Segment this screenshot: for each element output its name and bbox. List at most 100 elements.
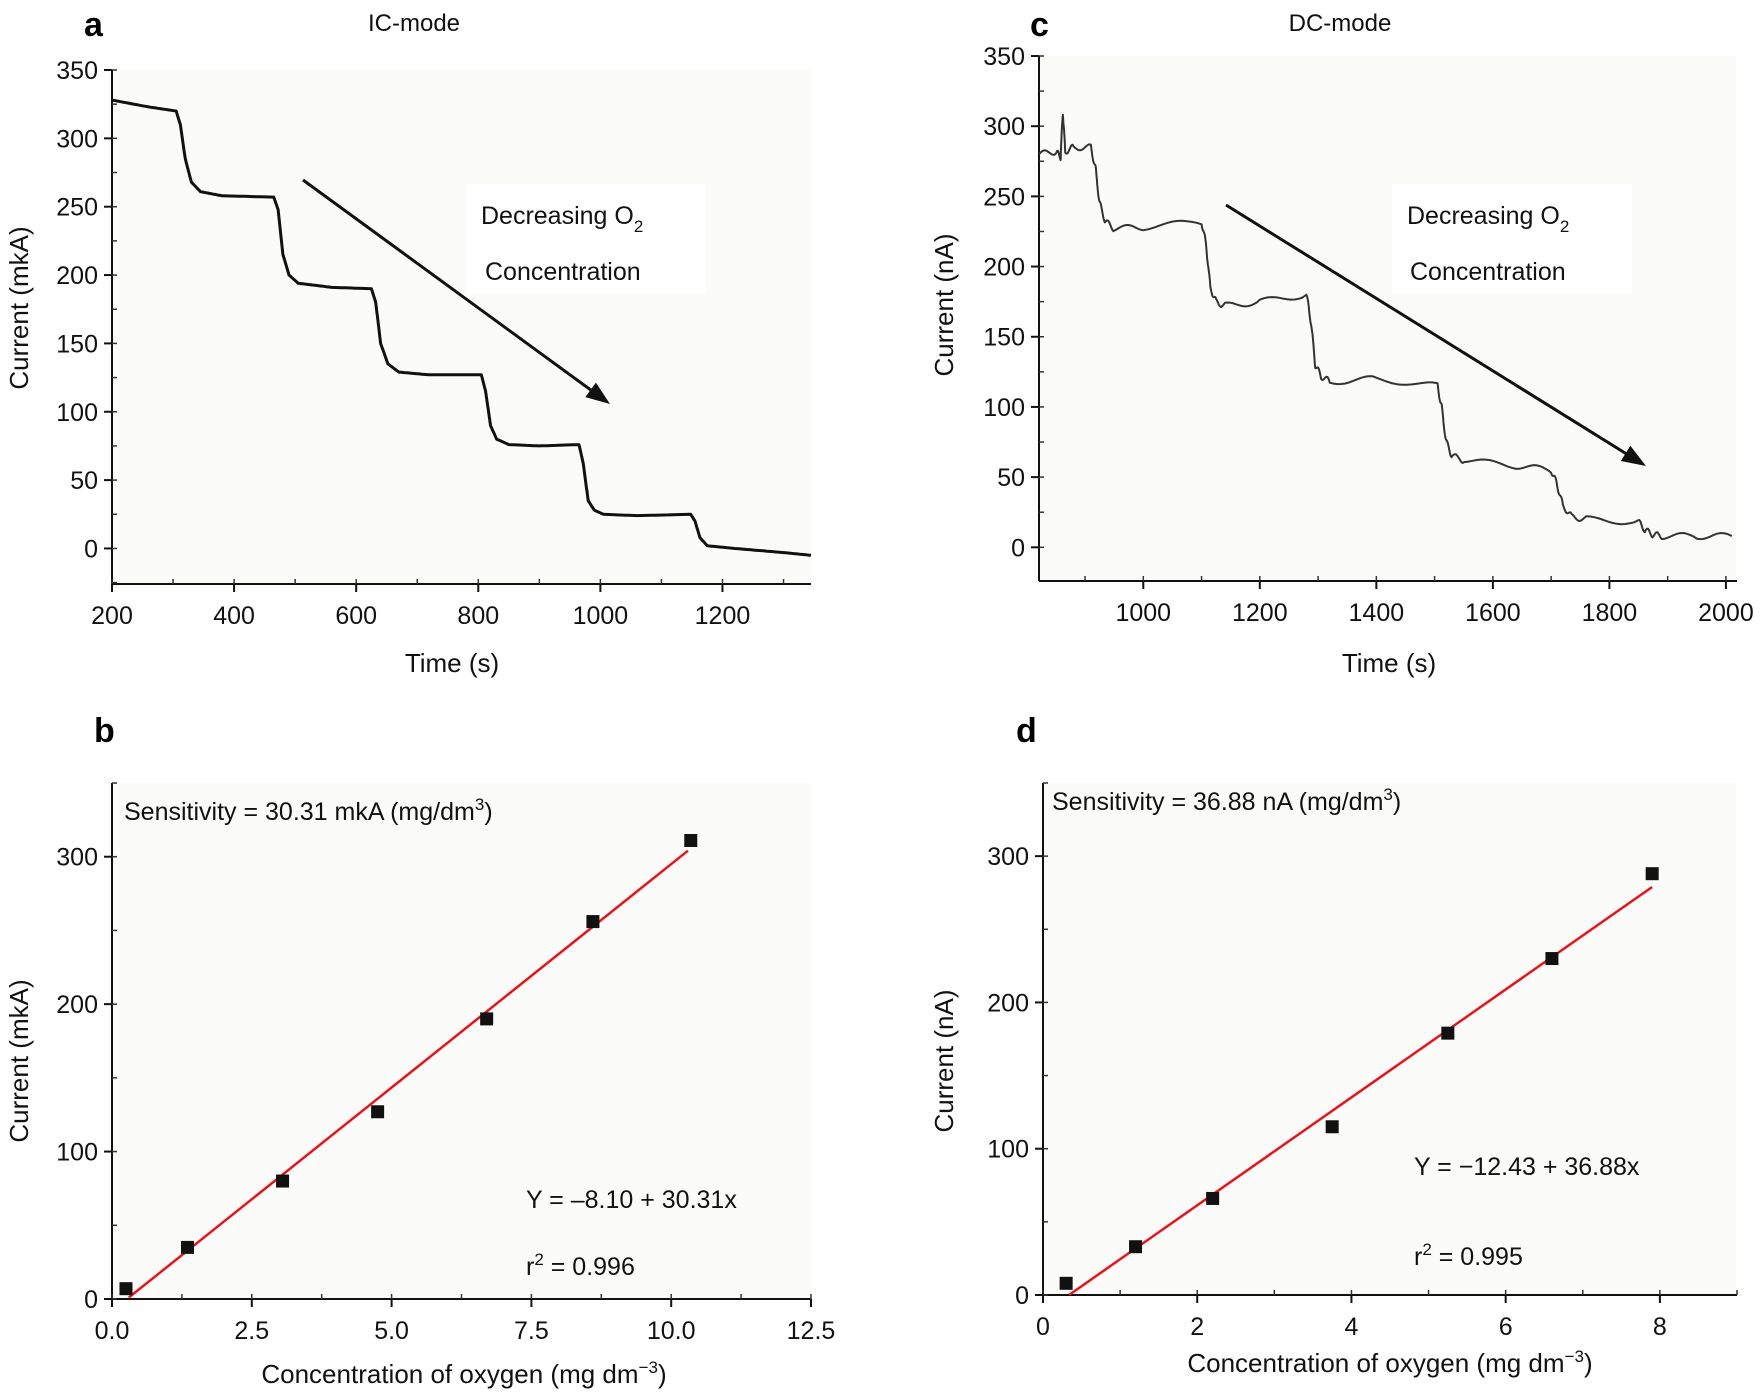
r-squared-label-part: 2: [1422, 1240, 1431, 1259]
x-axis-label: Time (s): [1342, 648, 1436, 678]
r-squared-label: r2 = 0.995: [1414, 1240, 1523, 1271]
x-tick-label: 1800: [1582, 599, 1638, 627]
sensitivity-label-part: ): [484, 798, 492, 826]
x-tick-label: 1000: [1115, 599, 1171, 627]
r-squared-label: r2 = 0.996: [526, 1250, 635, 1281]
arrow-line: [302, 178, 603, 400]
y-tick-label: 250: [56, 194, 98, 222]
y-tick-label: 50: [997, 464, 1025, 492]
x-tick-label: 8: [1653, 1313, 1667, 1341]
y-tick-label: 0: [84, 535, 98, 563]
x-tick-label: 6: [1499, 1313, 1513, 1341]
y-tick-label: 350: [56, 57, 98, 85]
sensitivity-label-part: 3: [1383, 785, 1392, 804]
y-axis-label: Current (nA): [929, 989, 959, 1132]
arrow-head-icon: [1620, 445, 1646, 466]
x-tick-label: 1200: [695, 602, 751, 630]
x-axis-label-part: ): [658, 1359, 667, 1389]
panel-letter: d: [1016, 712, 1037, 750]
x-axis-label-part: −3: [639, 1358, 658, 1377]
y-tick-label: 0: [1015, 1282, 1029, 1310]
sensitivity-label: Sensitivity = 30.31 mkA (mg/dm3): [124, 795, 493, 826]
data-point: [1059, 1276, 1073, 1290]
equation-label: Y = –8.10 + 30.31x: [526, 1186, 737, 1214]
x-tick-label: 400: [213, 602, 255, 630]
data-point: [180, 1240, 194, 1254]
y-tick-label: 0: [1011, 534, 1025, 562]
data-point: [276, 1174, 290, 1188]
r-squared-label-part: 2: [534, 1250, 543, 1269]
plot-area: [1039, 56, 1737, 581]
annotation-decreasing-o2: Decreasing O2: [481, 202, 643, 236]
x-tick-label: 800: [457, 602, 499, 630]
x-tick-label: 2: [1190, 1313, 1204, 1341]
y-tick-label: 100: [987, 1136, 1029, 1164]
panel-d: d 0 2 4 6 8 0 100 200 300 Current (nA) Concentratio…: [929, 712, 1738, 1378]
data-point: [480, 1012, 494, 1026]
panel-title: DC-mode: [1289, 10, 1392, 37]
data-point: [684, 833, 698, 847]
sensitivity-label-part: Sensitivity = 36.88 nA (mg/dm: [1052, 788, 1383, 816]
data-point: [371, 1105, 385, 1119]
data-point: [119, 1282, 133, 1296]
data-point: [1325, 1120, 1339, 1134]
y-tick-label: 50: [70, 467, 98, 495]
y-tick-label: 200: [983, 254, 1025, 282]
plot-area: [1043, 783, 1737, 1295]
x-axis-label-part: ): [1584, 1348, 1593, 1378]
x-tick-label: 10.0: [647, 1317, 696, 1345]
x-tick-label: 2000: [1698, 599, 1754, 627]
data-point: [1129, 1240, 1143, 1254]
x-tick-label: 1400: [1349, 599, 1405, 627]
x-axis-label-part: −3: [1565, 1347, 1584, 1366]
x-tick-label: 4: [1344, 1313, 1358, 1341]
x-tick-label: 5.0: [374, 1317, 409, 1345]
arrow-head-icon: [585, 382, 610, 404]
y-tick-label: 100: [56, 1139, 98, 1167]
x-tick-label: 0.0: [95, 1317, 130, 1345]
panel-letter: b: [94, 712, 115, 750]
annotation-decreasing-o2-part: Decreasing O: [481, 202, 634, 230]
y-tick-label: 150: [983, 324, 1025, 352]
x-axis-label-part: Concentration of oxygen (mg dm: [1187, 1348, 1564, 1378]
annotation-box: [466, 184, 706, 294]
x-axis-label: Time (s): [405, 648, 499, 678]
annotation-decreasing-o2: Decreasing O2: [1407, 202, 1569, 236]
y-tick-label: 100: [983, 394, 1025, 422]
y-tick-label: 100: [56, 399, 98, 427]
y-tick-label: 350: [983, 43, 1025, 71]
y-axis-label: Current (mkA): [4, 979, 34, 1142]
arrow-line: [1225, 203, 1639, 462]
y-tick-label: 300: [56, 844, 98, 872]
x-tick-label: 2.5: [234, 1317, 269, 1345]
panel-c: c DC-mode 1000 1200 1400 1600 1800 2000 0 50 100 15…: [929, 6, 1754, 678]
y-tick-label: 0: [84, 1286, 98, 1314]
data-point: [586, 915, 600, 929]
series-line: [1038, 113, 1733, 541]
sensitivity-label-part: 3: [475, 795, 484, 814]
plot-area: [112, 783, 811, 1299]
data-point: [1441, 1026, 1455, 1040]
y-tick-label: 300: [987, 843, 1029, 871]
y-tick-label: 300: [56, 125, 98, 153]
y-tick-label: 200: [56, 991, 98, 1019]
x-axis-label: Concentration of oxygen (mg dm−3): [261, 1358, 666, 1389]
x-axis-label: Concentration of oxygen (mg dm−3): [1187, 1347, 1592, 1378]
panel-letter: a: [84, 6, 104, 44]
annotation-decreasing-o2-subscript: 2: [1560, 217, 1569, 236]
panel-a: a IC-mode 200 400 600 800 1000 1200 0 50 100 150 200…: [4, 6, 812, 678]
y-tick-label: 200: [56, 262, 98, 290]
data-point: [1206, 1191, 1220, 1205]
sensitivity-label-part: Sensitivity = 30.31 mkA (mg/dm: [124, 798, 475, 826]
y-tick-label: 200: [987, 989, 1029, 1017]
sensitivity-label: Sensitivity = 36.88 nA (mg/dm3): [1052, 785, 1401, 816]
y-axis-label: Current (nA): [929, 233, 959, 376]
annotation-decreasing-o2-part: Decreasing O: [1407, 202, 1560, 230]
panel-b: b 0.0 2.5 5.0 7.5 10.0 12.5 0 100 200 300 Current (…: [4, 712, 835, 1389]
r-squared-label-part: = 0.996: [544, 1253, 635, 1281]
annotation-box: [1392, 184, 1632, 294]
x-tick-label: 12.5: [787, 1317, 836, 1345]
x-tick-label: 1200: [1232, 599, 1288, 627]
panel-letter: c: [1030, 6, 1049, 44]
